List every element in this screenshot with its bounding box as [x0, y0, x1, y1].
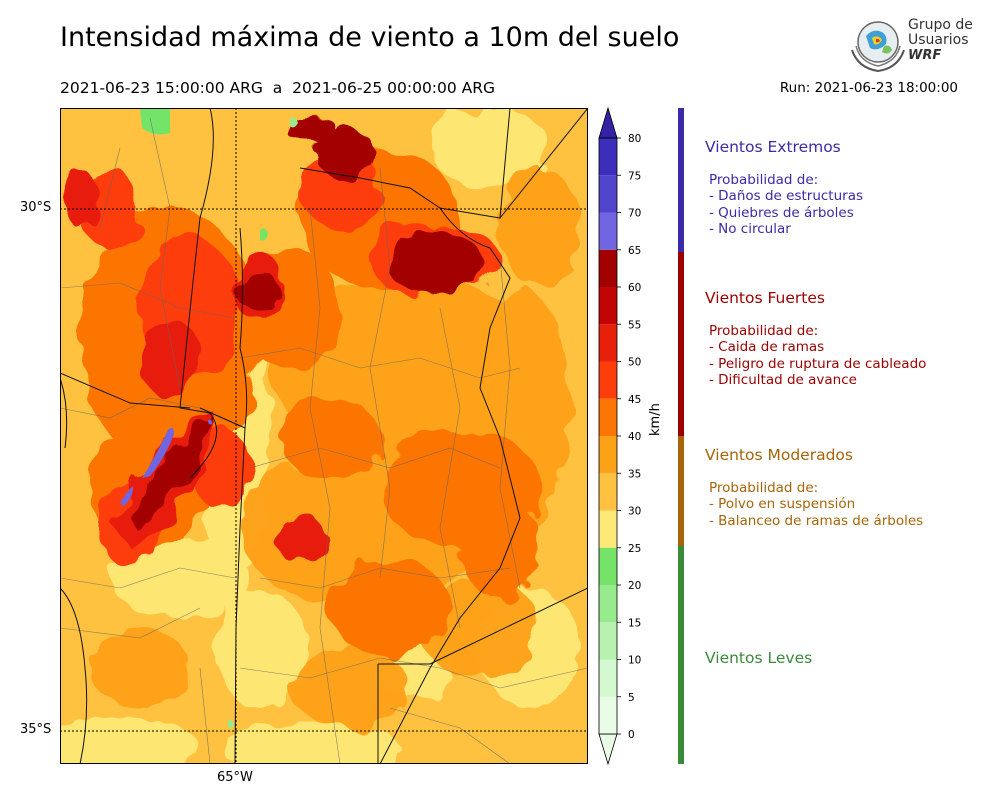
colorbar-segment	[599, 659, 617, 697]
wrf-logo	[851, 21, 905, 73]
colorbar-tick-label: 30	[628, 506, 641, 518]
colorbar-segment	[599, 324, 617, 362]
category-desc-extremos: Probabilidad de: - Daños de estructuras - …	[709, 172, 863, 237]
colorbar-tick-label: 25	[628, 543, 641, 555]
category-desc-line: - Dificultad de avance	[709, 371, 857, 388]
colorbar-tick-label: 55	[628, 319, 641, 331]
colorbar-tick-label: 35	[628, 468, 641, 480]
category-title-fuertes: Vientos Fuertes	[705, 289, 825, 307]
colorbar-arrow-top	[598, 106, 618, 139]
category-bar-extremos	[678, 108, 684, 252]
colorbar-segment	[599, 622, 617, 660]
colorbar-tick-label: 0	[628, 729, 635, 741]
colorbar-tick-label: 75	[628, 170, 641, 182]
category-desc-fuertes: Probabilidad de: - Caida de ramas - Peligr…	[709, 323, 926, 388]
lon-label-65w: 65°W	[217, 770, 253, 785]
category-bar-fuertes	[678, 252, 684, 436]
light-wind-patch	[140, 108, 170, 135]
colorbar-segment	[599, 696, 617, 734]
colorbar-tick-label: 20	[628, 580, 641, 592]
category-bar-leves	[678, 546, 684, 764]
category-title-moderados: Vientos Moderados	[705, 446, 853, 464]
colorbar-segment	[599, 473, 617, 511]
colorbar-tick-label: 65	[628, 245, 641, 257]
category-desc-line: - Balanceo de ramas de árboles	[709, 512, 924, 529]
category-title-leves: Vientos Leves	[705, 649, 813, 667]
forecast-period: 2021-06-23 15:00:00 ARG a 2021-06-25 00:…	[60, 79, 496, 97]
department-boundaries	[60, 117, 588, 764]
logo-line-1: Grupo de	[908, 17, 973, 33]
category-desc-line: Probabilidad de:	[709, 323, 819, 339]
run-time: Run: 2021-06-23 18:00:00	[779, 80, 958, 96]
category-desc-line: - Caida de ramas	[709, 339, 825, 356]
colorbar-segment	[599, 287, 617, 325]
map-frame	[60, 108, 588, 764]
colorbar-segment	[599, 398, 617, 436]
colorbar-segment	[599, 436, 617, 474]
colorbar-tick-label: 80	[628, 133, 641, 145]
colorbar-segment	[599, 249, 617, 287]
extreme-wind-patch	[142, 427, 174, 478]
graticule	[60, 108, 588, 764]
logo-line-3: WRF	[908, 48, 942, 63]
colorbar-segment	[599, 547, 617, 585]
category-bar-moderados	[678, 436, 684, 546]
colorbar-segment	[599, 510, 617, 548]
colorbar-tick-label: 10	[628, 655, 641, 667]
colorbar: 0 5 10 15 20 25 30 35 40 45 50 55 60 65 70 75 80	[598, 106, 641, 766]
category-desc-line: - Quiebres de árboles	[709, 204, 854, 221]
lat-label-35s: 35°S	[20, 722, 52, 737]
colorbar-arrow-bottom	[598, 733, 618, 766]
colorbar-tick-label: 60	[628, 282, 641, 294]
wind-map	[60, 108, 588, 764]
colorbar-segment	[599, 212, 617, 250]
lat-label-30s: 30°S	[20, 200, 52, 215]
colorbar-segment	[599, 361, 617, 399]
globe-icon	[851, 21, 905, 73]
category-desc-moderados: Probabilidad de: - Polvo en suspensión - B…	[709, 480, 923, 529]
map-title: Intensidad máxima de viento a 10m del su…	[60, 22, 680, 53]
colorbar-tick-label: 50	[628, 357, 641, 369]
category-title-extremos: Vientos Extremos	[705, 138, 841, 156]
colorbar-segment	[599, 138, 617, 176]
colorbar-segment	[599, 585, 617, 623]
colorbar-tick-label: 70	[628, 208, 641, 220]
category-desc-line: Probabilidad de:	[709, 480, 819, 496]
category-desc-line: Probabilidad de:	[709, 172, 819, 188]
colorbar-tick-label: 5	[628, 692, 635, 704]
category-desc-line: - Polvo en suspensión	[709, 496, 856, 513]
category-desc-line: - Daños de estructuras	[709, 188, 864, 205]
category-desc-line: - Peligro de ruptura de cableado	[709, 355, 927, 372]
category-desc-line: - No circular	[709, 220, 791, 237]
logo-text: Grupo de Usuarios WRF	[908, 17, 973, 64]
colorbar-tick-label: 40	[628, 431, 641, 443]
colorbar-units: km/h	[648, 403, 663, 436]
colorbar-tick-label: 15	[628, 617, 641, 629]
logo-line-2: Usuarios	[908, 32, 969, 48]
colorbar-segment	[599, 175, 617, 213]
colorbar-tick-label: 45	[628, 394, 641, 406]
